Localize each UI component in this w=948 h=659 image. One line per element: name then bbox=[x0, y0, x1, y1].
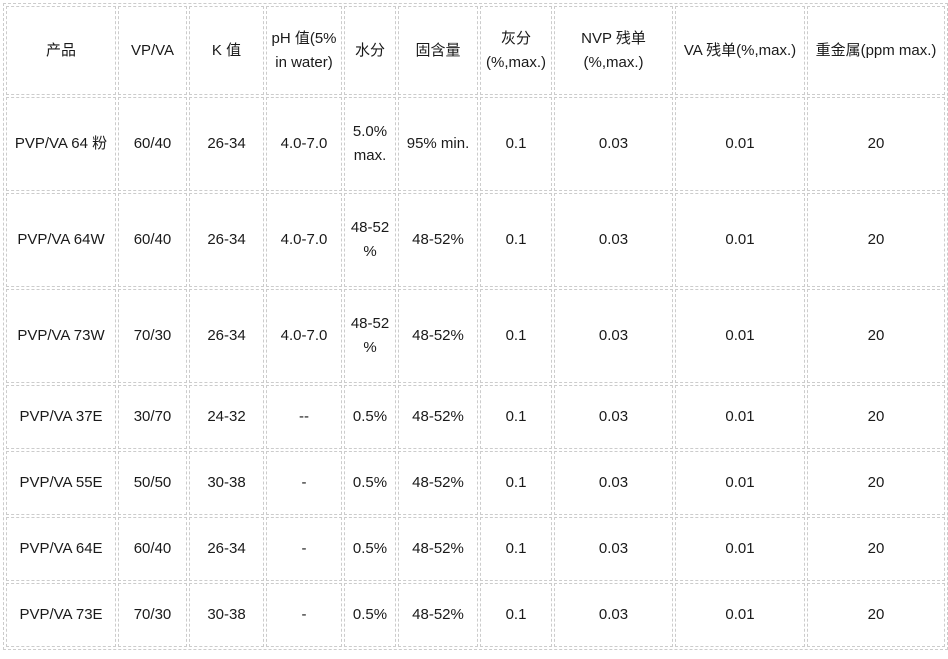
cell-ph: 4.0-7.0 bbox=[266, 193, 342, 287]
header-cell-k-value: K 值 bbox=[189, 6, 264, 95]
header-cell-nvp-residual: NVP 残单 (%,max.) bbox=[554, 6, 673, 95]
cell-ash: 0.1 bbox=[480, 517, 552, 581]
cell-va-residual: 0.01 bbox=[675, 289, 805, 383]
cell-heavy-metals: 20 bbox=[807, 289, 945, 383]
cell-nvp-residual: 0.03 bbox=[554, 583, 673, 647]
cell-heavy-metals: 20 bbox=[807, 97, 945, 191]
cell-ph: 4.0-7.0 bbox=[266, 97, 342, 191]
table-row: PVP/VA 64 粉 60/40 26-34 4.0-7.0 5.0% max… bbox=[6, 97, 945, 191]
cell-k-value: 26-34 bbox=[189, 289, 264, 383]
cell-ash: 0.1 bbox=[480, 97, 552, 191]
cell-moisture: 0.5% bbox=[344, 385, 396, 449]
cell-heavy-metals: 20 bbox=[807, 193, 945, 287]
cell-ash: 0.1 bbox=[480, 451, 552, 515]
cell-va-residual: 0.01 bbox=[675, 193, 805, 287]
cell-heavy-metals: 20 bbox=[807, 583, 945, 647]
cell-solid-content: 48-52% bbox=[398, 583, 478, 647]
table-row: PVP/VA 55E 50/50 30-38 - 0.5% 48-52% 0.1… bbox=[6, 451, 945, 515]
cell-ph: - bbox=[266, 583, 342, 647]
table-row: PVP/VA 64W 60/40 26-34 4.0-7.0 48-52 % 4… bbox=[6, 193, 945, 287]
cell-solid-content: 48-52% bbox=[398, 289, 478, 383]
header-cell-heavy-metals: 重金属(ppm max.) bbox=[807, 6, 945, 95]
cell-moisture: 5.0% max. bbox=[344, 97, 396, 191]
header-row: 产品 VP/VA K 值 pH 值(5% in water) 水分 固含量 灰分… bbox=[6, 6, 945, 95]
cell-ash: 0.1 bbox=[480, 583, 552, 647]
cell-vp-va: 50/50 bbox=[118, 451, 187, 515]
cell-va-residual: 0.01 bbox=[675, 583, 805, 647]
cell-product: PVP/VA 64W bbox=[6, 193, 116, 287]
cell-ash: 0.1 bbox=[480, 193, 552, 287]
cell-k-value: 30-38 bbox=[189, 451, 264, 515]
cell-moisture: 0.5% bbox=[344, 451, 396, 515]
cell-moisture: 48-52 % bbox=[344, 289, 396, 383]
cell-solid-content: 48-52% bbox=[398, 193, 478, 287]
cell-solid-content: 48-52% bbox=[398, 517, 478, 581]
cell-k-value: 26-34 bbox=[189, 517, 264, 581]
cell-product: PVP/VA 73E bbox=[6, 583, 116, 647]
cell-ph: 4.0-7.0 bbox=[266, 289, 342, 383]
cell-k-value: 26-34 bbox=[189, 97, 264, 191]
table-row: PVP/VA 64E 60/40 26-34 - 0.5% 48-52% 0.1… bbox=[6, 517, 945, 581]
cell-vp-va: 70/30 bbox=[118, 583, 187, 647]
cell-nvp-residual: 0.03 bbox=[554, 97, 673, 191]
cell-heavy-metals: 20 bbox=[807, 517, 945, 581]
cell-ash: 0.1 bbox=[480, 289, 552, 383]
cell-nvp-residual: 0.03 bbox=[554, 451, 673, 515]
cell-solid-content: 48-52% bbox=[398, 451, 478, 515]
cell-product: PVP/VA 73W bbox=[6, 289, 116, 383]
cell-vp-va: 70/30 bbox=[118, 289, 187, 383]
table-row: PVP/VA 73E 70/30 30-38 - 0.5% 48-52% 0.1… bbox=[6, 583, 945, 647]
cell-k-value: 26-34 bbox=[189, 193, 264, 287]
cell-product: PVP/VA 37E bbox=[6, 385, 116, 449]
cell-k-value: 24-32 bbox=[189, 385, 264, 449]
cell-ph: - bbox=[266, 517, 342, 581]
cell-k-value: 30-38 bbox=[189, 583, 264, 647]
cell-va-residual: 0.01 bbox=[675, 97, 805, 191]
cell-heavy-metals: 20 bbox=[807, 451, 945, 515]
table-row: PVP/VA 37E 30/70 24-32 -- 0.5% 48-52% 0.… bbox=[6, 385, 945, 449]
cell-moisture: 0.5% bbox=[344, 583, 396, 647]
cell-product: PVP/VA 55E bbox=[6, 451, 116, 515]
cell-vp-va: 60/40 bbox=[118, 517, 187, 581]
header-cell-ph: pH 值(5% in water) bbox=[266, 6, 342, 95]
header-cell-solid-content: 固含量 bbox=[398, 6, 478, 95]
cell-ph: - bbox=[266, 451, 342, 515]
cell-va-residual: 0.01 bbox=[675, 517, 805, 581]
cell-va-residual: 0.01 bbox=[675, 385, 805, 449]
header-cell-vp-va: VP/VA bbox=[118, 6, 187, 95]
header-cell-product: 产品 bbox=[6, 6, 116, 95]
cell-nvp-residual: 0.03 bbox=[554, 193, 673, 287]
cell-ash: 0.1 bbox=[480, 385, 552, 449]
cell-vp-va: 30/70 bbox=[118, 385, 187, 449]
cell-moisture: 48-52 % bbox=[344, 193, 396, 287]
header-cell-ash: 灰分 (%,max.) bbox=[480, 6, 552, 95]
cell-solid-content: 48-52% bbox=[398, 385, 478, 449]
cell-va-residual: 0.01 bbox=[675, 451, 805, 515]
cell-heavy-metals: 20 bbox=[807, 385, 945, 449]
cell-nvp-residual: 0.03 bbox=[554, 289, 673, 383]
cell-vp-va: 60/40 bbox=[118, 193, 187, 287]
cell-product: PVP/VA 64E bbox=[6, 517, 116, 581]
cell-product: PVP/VA 64 粉 bbox=[6, 97, 116, 191]
table-row: PVP/VA 73W 70/30 26-34 4.0-7.0 48-52 % 4… bbox=[6, 289, 945, 383]
cell-nvp-residual: 0.03 bbox=[554, 517, 673, 581]
product-spec-table: 产品 VP/VA K 值 pH 值(5% in water) 水分 固含量 灰分… bbox=[3, 3, 948, 650]
cell-nvp-residual: 0.03 bbox=[554, 385, 673, 449]
cell-moisture: 0.5% bbox=[344, 517, 396, 581]
cell-vp-va: 60/40 bbox=[118, 97, 187, 191]
cell-ph: -- bbox=[266, 385, 342, 449]
header-cell-va-residual: VA 残单(%,max.) bbox=[675, 6, 805, 95]
header-cell-moisture: 水分 bbox=[344, 6, 396, 95]
cell-solid-content: 95% min. bbox=[398, 97, 478, 191]
